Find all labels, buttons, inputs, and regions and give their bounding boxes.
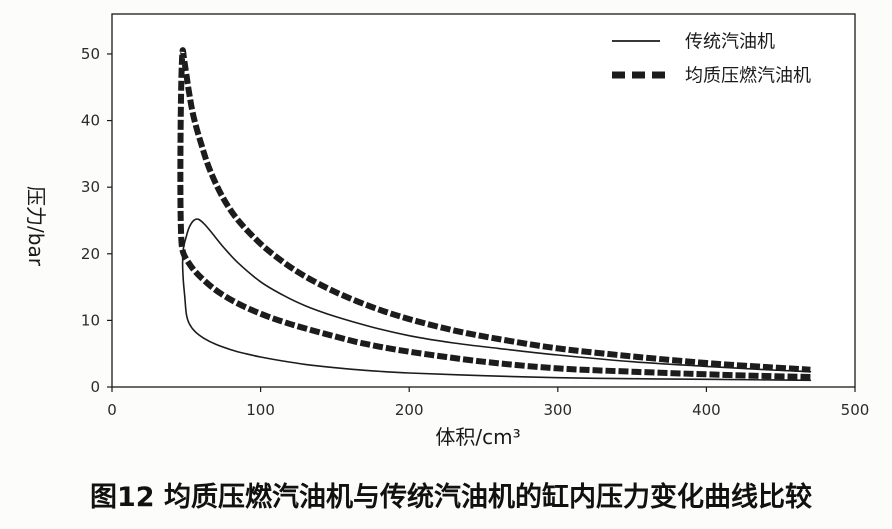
y-tick-label: 30 (81, 178, 100, 196)
x-tick-label: 200 (395, 401, 424, 419)
y-axis-label: 压力/bar (24, 186, 48, 267)
legend-label-hcci-engine: 均质压燃汽油机 (685, 66, 811, 87)
x-axis-label: 体积/cm³ (435, 425, 520, 449)
legend-item-hcci-engine: 均质压燃汽油机 (612, 66, 811, 87)
legend: 传统汽油机 均质压燃汽油机 (612, 32, 811, 87)
x-tick-label: 500 (841, 401, 870, 419)
figure-caption: 图12 均质压燃汽油机与传统汽油机的缸内压力变化曲线比较 (90, 481, 812, 513)
x-tick-label: 0 (107, 401, 117, 419)
y-axis: 0 10 20 30 40 50 (81, 45, 112, 396)
x-tick-label: 300 (543, 401, 572, 419)
plot-frame (111, 13, 856, 388)
series-layer (177, 47, 812, 382)
y-tick-label: 50 (81, 45, 100, 63)
legend-item-traditional-engine: 传统汽油机 (612, 32, 775, 53)
x-tick-label: 400 (692, 401, 721, 419)
y-tick-label: 40 (81, 112, 100, 130)
y-tick-label: 0 (90, 378, 100, 396)
x-tick-label: 100 (246, 401, 275, 419)
series-line-hcci-engine (177, 47, 811, 380)
y-tick-label: 20 (81, 245, 100, 263)
legend-label-traditional-engine: 传统汽油机 (685, 32, 775, 53)
x-axis: 0 100 200 300 400 500 (107, 387, 869, 419)
y-tick-label: 10 (81, 311, 100, 329)
